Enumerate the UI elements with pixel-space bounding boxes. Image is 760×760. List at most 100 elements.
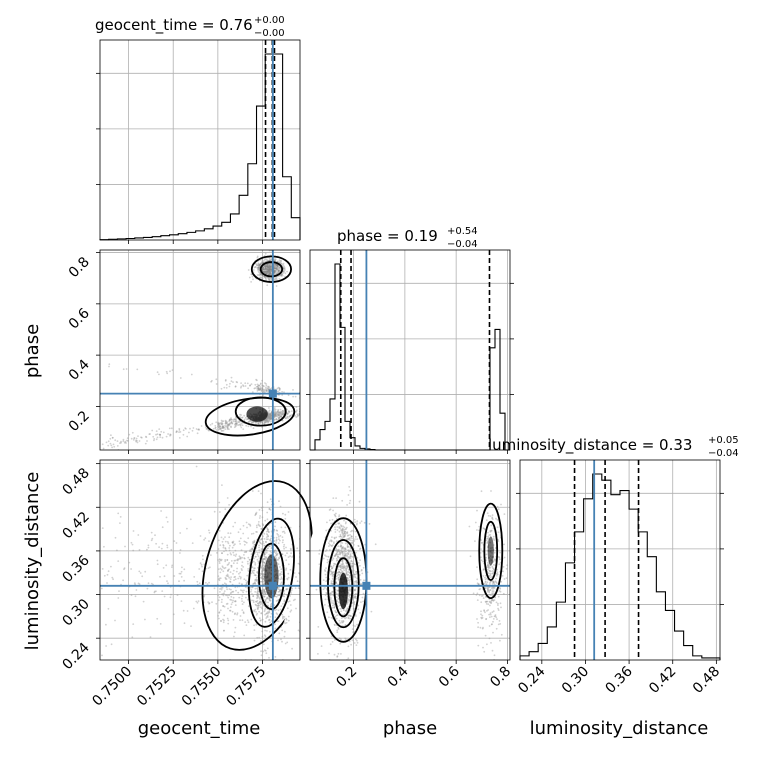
sample-point-geocent_time-phase-1080 (270, 417, 273, 420)
sample-point-geocent_time-luminosity_distance-60 (234, 604, 237, 606)
sample-point-geocent_time-luminosity_distance-1166 (224, 576, 227, 579)
sample-point-geocent_time-phase-975 (282, 413, 284, 416)
sample-point-phase-luminosity_distance-345 (349, 534, 351, 536)
sample-point-geocent_time-phase-279 (225, 421, 227, 423)
sample-point-geocent_time-phase-576 (215, 421, 218, 424)
sample-point-geocent_time-luminosity_distance-685 (263, 538, 266, 540)
sample-point-geocent_time-phase-598 (266, 421, 268, 423)
sample-point-geocent_time-luminosity_distance-1206 (130, 541, 133, 544)
sample-point-geocent_time-phase-1242 (126, 437, 129, 440)
sample-point-phase-luminosity_distance-1215 (499, 623, 502, 625)
sample-point-geocent_time-luminosity_distance-37 (220, 536, 223, 539)
sample-point-phase-luminosity_distance-1069 (328, 542, 330, 545)
sample-point-geocent_time-phase-637 (266, 263, 268, 266)
sample-point-geocent_time-phase-551 (265, 384, 268, 387)
sample-point-phase-luminosity_distance-905 (324, 594, 327, 596)
sample-point-geocent_time-phase-1188 (108, 363, 111, 366)
sample-point-phase-luminosity_distance-357 (343, 519, 345, 522)
sample-point-geocent_time-luminosity_distance-1191 (234, 626, 237, 629)
sample-point-geocent_time-luminosity_distance-520 (235, 589, 237, 592)
sample-point-geocent_time-phase-346 (120, 440, 122, 443)
sample-point-phase-luminosity_distance-1166 (349, 617, 351, 620)
sample-point-geocent_time-luminosity_distance-346 (260, 654, 263, 657)
sample-point-geocent_time-phase-960 (269, 417, 271, 419)
sample-point-geocent_time-phase-907 (265, 265, 268, 267)
sample-point-geocent_time-luminosity_distance-460 (170, 548, 173, 551)
sample-point-geocent_time-luminosity_distance-252 (261, 630, 264, 633)
sample-point-geocent_time-phase-891 (148, 433, 151, 435)
sample-point-geocent_time-phase-1292 (195, 428, 198, 430)
sample-point-phase-luminosity_distance-316 (340, 653, 342, 655)
sample-point-geocent_time-phase-416 (268, 271, 271, 274)
sample-point-geocent_time-phase-1105 (254, 383, 257, 386)
sample-point-geocent_time-phase-171 (276, 411, 279, 413)
sample-point-geocent_time-phase-550 (278, 388, 281, 391)
sample-point-geocent_time-phase-1065 (278, 414, 281, 416)
sample-point-geocent_time-luminosity_distance-99 (230, 603, 233, 606)
sample-point-geocent_time-phase-524 (222, 420, 225, 423)
sample-point-geocent_time-phase-1317 (198, 429, 201, 431)
sample-point-geocent_time-luminosity_distance-936 (260, 492, 262, 495)
sample-point-geocent_time-phase-603 (267, 265, 270, 267)
sample-point-geocent_time-luminosity_distance-1321 (230, 595, 233, 598)
sample-point-phase-luminosity_distance-1125 (335, 523, 337, 526)
sample-point-geocent_time-phase-765 (264, 265, 266, 267)
sample-point-geocent_time-phase-685 (274, 277, 277, 280)
sample-point-phase-luminosity_distance-1158 (326, 521, 328, 524)
sample-point-geocent_time-luminosity_distance-655 (243, 557, 246, 560)
sample-point-geocent_time-phase-411 (274, 267, 276, 269)
sample-point-geocent_time-phase-525 (278, 413, 281, 416)
sample-point-geocent_time-phase-493 (240, 386, 242, 389)
sample-point-phase-luminosity_distance-776 (318, 553, 321, 555)
sample-point-phase-luminosity_distance-1312 (487, 564, 490, 566)
sample-point-geocent_time-luminosity_distance-1370 (223, 590, 226, 592)
sample-point-geocent_time-luminosity_distance-629 (232, 619, 235, 621)
sample-point-geocent_time-luminosity_distance-784 (253, 574, 256, 576)
sample-point-geocent_time-luminosity_distance-1353 (275, 542, 277, 544)
sample-point-geocent_time-phase-56 (274, 418, 276, 421)
sample-point-phase-luminosity_distance-1323 (322, 579, 325, 581)
sample-point-geocent_time-luminosity_distance-174 (259, 515, 261, 517)
sample-point-geocent_time-phase-1131 (184, 427, 187, 429)
sample-point-phase-luminosity_distance-1375 (474, 540, 476, 542)
sample-point-geocent_time-phase-471 (258, 388, 260, 390)
sample-point-geocent_time-luminosity_distance-704 (290, 552, 292, 555)
sample-point-geocent_time-luminosity_distance-195 (146, 587, 149, 590)
sample-point-geocent_time-luminosity_distance-886 (167, 582, 169, 585)
sample-point-geocent_time-phase-583 (215, 429, 218, 431)
sample-point-phase-luminosity_distance-543 (337, 568, 340, 571)
sample-point-phase-luminosity_distance-1191 (489, 604, 491, 607)
sample-point-geocent_time-luminosity_distance-1395 (141, 575, 144, 578)
sample-point-geocent_time-luminosity_distance-816 (259, 525, 261, 527)
sample-point-geocent_time-phase-768 (101, 443, 104, 446)
sample-point-phase-luminosity_distance-443 (481, 627, 484, 630)
sample-point-geocent_time-phase-283 (182, 429, 185, 432)
sample-point-geocent_time-phase-204 (235, 424, 238, 426)
sample-point-geocent_time-phase-836 (278, 278, 281, 280)
sample-point-phase-luminosity_distance-1247 (335, 592, 338, 595)
sample-point-geocent_time-luminosity_distance-939 (201, 554, 204, 557)
sample-point-geocent_time-phase-509 (263, 385, 265, 388)
sample-point-geocent_time-phase-1249 (235, 418, 237, 421)
sample-point-geocent_time-phase-409 (223, 426, 225, 429)
sample-point-geocent_time-phase-64 (257, 266, 260, 269)
sample-point-geocent_time-phase-1353 (288, 415, 291, 418)
sample-point-geocent_time-phase-1259 (250, 420, 253, 423)
sample-point-geocent_time-luminosity_distance-1110 (227, 619, 230, 622)
sample-point-geocent_time-luminosity_distance-1337 (231, 601, 234, 604)
sample-point-phase-luminosity_distance-1046 (336, 629, 339, 632)
sample-point-geocent_time-phase-778 (235, 422, 238, 425)
sample-point-geocent_time-luminosity_distance-504 (231, 610, 234, 613)
sample-point-geocent_time-phase-931 (269, 265, 272, 267)
sample-point-phase-luminosity_distance-1316 (343, 536, 345, 538)
sample-point-geocent_time-phase-226 (214, 426, 217, 429)
sample-point-phase-luminosity_distance-834 (368, 523, 371, 525)
title-geocent-time-upper: +0.00 (254, 15, 285, 26)
sample-point-geocent_time-phase-418 (234, 424, 237, 427)
sample-point-geocent_time-phase-592 (218, 422, 220, 425)
sample-point-phase-luminosity_distance-1001 (349, 577, 352, 579)
sample-point-geocent_time-phase-356 (224, 426, 227, 428)
ytick-label-phase-1: 0.4 (66, 357, 93, 384)
sample-point-geocent_time-phase-15 (276, 264, 278, 267)
sample-point-geocent_time-phase-621 (218, 423, 220, 426)
